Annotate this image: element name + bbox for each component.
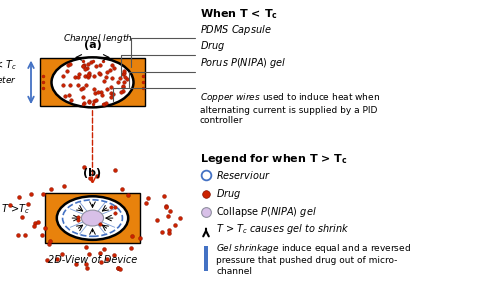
- FancyBboxPatch shape: [204, 246, 208, 271]
- Text: 2D-View of Device: 2D-View of Device: [48, 255, 137, 265]
- Text: (b): (b): [84, 168, 102, 178]
- Ellipse shape: [82, 210, 104, 226]
- Text: (a): (a): [84, 40, 102, 50]
- Circle shape: [52, 57, 134, 107]
- Text: $\it{Channel}$ diameter: $\it{Channel}$ diameter: [0, 74, 18, 85]
- Text: $\it{Channel}$ length: $\it{Channel}$ length: [62, 32, 132, 45]
- Circle shape: [62, 200, 122, 236]
- Text: $\it{Drug}$: $\it{Drug}$: [216, 187, 242, 201]
- Text: $\it{T}$ > $\it{T_c}$ causes gel to shrink: $\it{T}$ > $\it{T_c}$ causes gel to shri…: [216, 222, 349, 236]
- Text: When $\mathbf{T}$ < $\mathbf{T_c}$: When $\mathbf{T}$ < $\mathbf{T_c}$: [200, 8, 278, 21]
- Circle shape: [57, 196, 128, 240]
- Text: $\it{Reserviour}$: $\it{Reserviour}$: [216, 169, 271, 181]
- Text: $\it{Drug}$: $\it{Drug}$: [200, 39, 226, 53]
- Text: $\it{Porus\ P(NIPA)\ gel}$: $\it{Porus\ P(NIPA)\ gel}$: [200, 56, 286, 70]
- Text: $\it{Copper\ wires}$ used to induce heat when
alternating current is supplied by: $\it{Copper\ wires}$ used to induce heat…: [200, 92, 380, 125]
- Text: T >T$_\mathregular{c}$: T >T$_\mathregular{c}$: [1, 202, 30, 216]
- Text: Legend for when $\mathbf{T}$ > $\mathbf{T_c}$: Legend for when $\mathbf{T}$ > $\mathbf{…: [200, 152, 348, 167]
- Text: Collapse $\it{P(NIPA)\ gel}$: Collapse $\it{P(NIPA)\ gel}$: [216, 205, 316, 219]
- Text: $\it{PDMS\ Capsule}$: $\it{PDMS\ Capsule}$: [200, 23, 272, 37]
- Text: T < T$_\mathregular{c}$: T < T$_\mathregular{c}$: [0, 59, 18, 73]
- FancyBboxPatch shape: [40, 58, 145, 106]
- Text: $\it{Gel\ shrinkage}$ induce equal and a reversed
pressure that pushed drug out : $\it{Gel\ shrinkage}$ induce equal and a…: [216, 242, 411, 275]
- FancyBboxPatch shape: [45, 193, 140, 243]
